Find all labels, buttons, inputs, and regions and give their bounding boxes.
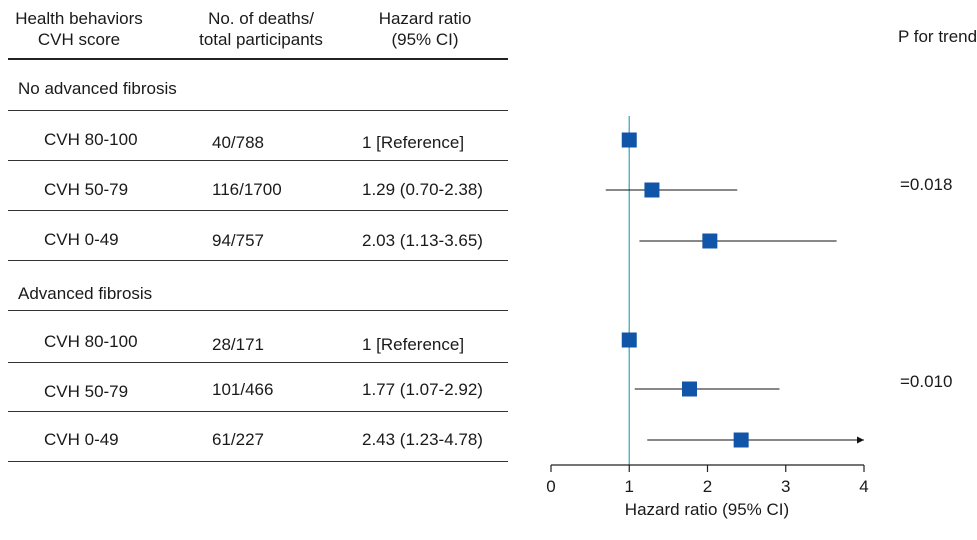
row-divider (8, 411, 508, 412)
row-deaths: 28/171 (212, 335, 264, 354)
hr-marker (702, 233, 718, 249)
row-score: CVH 80-100 (44, 332, 138, 351)
row-hazard-ratio: 1.29 (0.70-2.38) (362, 180, 483, 199)
x-tick-label: 3 (781, 477, 790, 496)
hr-marker (621, 132, 637, 148)
header-divider (8, 58, 508, 60)
hr-marker (644, 182, 660, 198)
header-cvh-score-line1: Health behaviors (15, 9, 143, 28)
row-score: CVH 50-79 (44, 382, 129, 401)
x-tick-label: 2 (703, 477, 712, 496)
group-label-no-advanced-fibrosis: No advanced fibrosis (18, 79, 177, 98)
header-hazard-ratio-line1: Hazard ratio (378, 9, 472, 28)
group-label-advanced-fibrosis: Advanced fibrosis (18, 284, 153, 303)
row-score: CVH 0-49 (44, 230, 119, 249)
row-hazard-ratio: 1 [Reference] (362, 335, 465, 354)
row-score: CVH 80-100 (44, 130, 138, 149)
header-deaths: No. of deaths/ total participants (178, 8, 344, 50)
row-hazard-ratio: 2.03 (1.13-3.65) (362, 231, 483, 250)
hr-marker (621, 332, 637, 348)
hr-marker (682, 381, 698, 397)
header-deaths-line1: No. of deaths/ (208, 9, 314, 28)
row-divider (8, 310, 508, 311)
header-hazard-ratio-line2: (95% CI) (391, 30, 459, 49)
row-divider (8, 362, 508, 363)
x-tick-label: 4 (859, 477, 868, 496)
row-deaths: 101/466 (212, 380, 274, 399)
row-divider (8, 260, 508, 261)
hr-marker (733, 432, 749, 448)
row-deaths: 61/227 (212, 430, 264, 449)
row-divider (8, 160, 508, 161)
x-axis-label: Hazard ratio (95% CI) (625, 500, 789, 519)
header-cvh-score-line2: CVH score (37, 30, 121, 49)
row-divider (8, 461, 508, 462)
row-hazard-ratio: 2.43 (1.23-4.78) (362, 430, 483, 449)
p-trend-advanced-fibrosis: =0.010 (900, 372, 953, 391)
x-tick-label: 0 (546, 477, 555, 496)
row-hazard-ratio: 1 [Reference] (362, 133, 465, 152)
header-deaths-line2: total participants (199, 30, 323, 49)
x-tick-label: 1 (625, 477, 634, 496)
ci-arrow-head (857, 436, 864, 444)
header-cvh-score: Health behaviors CVH score (0, 8, 158, 50)
row-divider (8, 210, 508, 211)
row-score: CVH 50-79 (44, 180, 129, 199)
row-hazard-ratio: 1.77 (1.07-2.92) (362, 380, 483, 399)
p-trend-no-advanced-fibrosis: =0.018 (900, 175, 953, 194)
row-divider (8, 110, 508, 111)
row-deaths: 94/757 (212, 231, 264, 250)
row-deaths: 40/788 (212, 133, 264, 152)
row-deaths: 116/1700 (212, 180, 282, 199)
header-hazard-ratio: Hazard ratio (95% CI) (350, 8, 500, 50)
header-p-trend: P for trend (898, 27, 977, 46)
row-score: CVH 0-49 (44, 430, 119, 449)
